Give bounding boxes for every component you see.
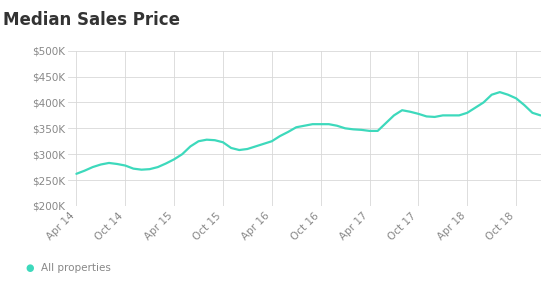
Text: ●: ●	[26, 263, 34, 273]
Text: Median Sales Price: Median Sales Price	[3, 11, 180, 29]
Text: All properties: All properties	[41, 263, 111, 273]
